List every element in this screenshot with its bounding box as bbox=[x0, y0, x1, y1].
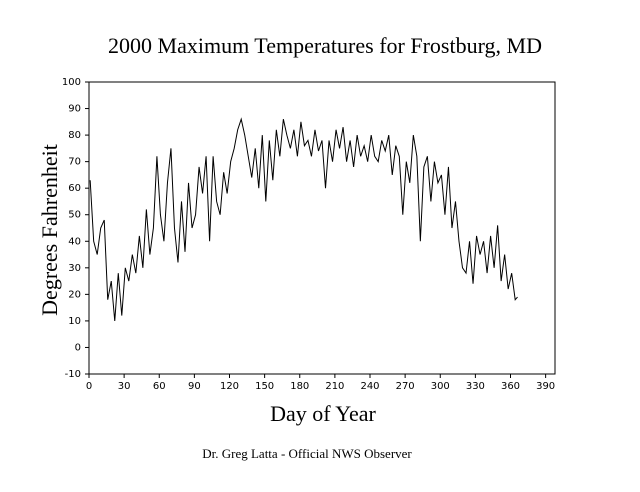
x-tick-label: 360 bbox=[501, 381, 520, 392]
x-axis-label: Day of Year bbox=[270, 401, 376, 426]
y-tick-label: 30 bbox=[68, 263, 81, 274]
x-tick-label: 390 bbox=[536, 381, 555, 392]
y-tick-label: -10 bbox=[65, 369, 81, 380]
x-tick-label: 0 bbox=[86, 381, 92, 392]
y-tick-label: 40 bbox=[68, 236, 81, 247]
plot-frame bbox=[88, 81, 556, 375]
x-tick-label: 180 bbox=[290, 381, 309, 392]
x-tick-label: 90 bbox=[188, 381, 201, 392]
x-tick-label: 60 bbox=[153, 381, 166, 392]
x-tick-label: 150 bbox=[255, 381, 274, 392]
x-tick-label: 330 bbox=[466, 381, 485, 392]
chart-title: 2000 Maximum Temperatures for Frostburg,… bbox=[108, 33, 542, 58]
y-axis-label: Degrees Fahrenheit bbox=[37, 144, 62, 316]
y-tick-label: 100 bbox=[62, 77, 81, 88]
footer: Dr. Greg Latta - Official NWS Observer bbox=[202, 446, 412, 461]
x-tick-label: 30 bbox=[118, 381, 131, 392]
y-tick-label: 10 bbox=[68, 316, 81, 327]
x-tick-label: 270 bbox=[396, 381, 415, 392]
x-tick-label: 240 bbox=[360, 381, 379, 392]
x-tick-label: 300 bbox=[431, 381, 450, 392]
y-tick-label: 50 bbox=[68, 210, 81, 221]
y-tick-label: 60 bbox=[68, 183, 81, 194]
temperature-line bbox=[89, 117, 518, 321]
x-tick-label: 120 bbox=[220, 381, 239, 392]
y-tick-label: 20 bbox=[68, 289, 81, 300]
y-tick-label: 80 bbox=[68, 130, 81, 141]
y-tick-label: 0 bbox=[75, 342, 81, 353]
y-tick-label: 90 bbox=[68, 104, 81, 115]
x-tick-label: 210 bbox=[325, 381, 344, 392]
y-tick-label: 70 bbox=[68, 157, 81, 168]
